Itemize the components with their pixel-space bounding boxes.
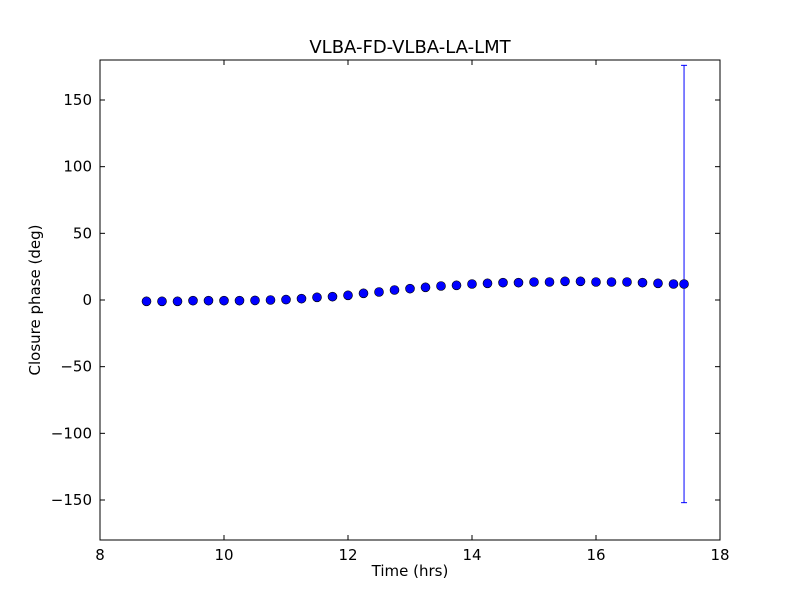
data-point — [374, 287, 384, 297]
data-point — [591, 277, 601, 287]
data-point — [389, 285, 400, 295]
y-tick-label: 50 — [73, 224, 92, 242]
data-point — [467, 279, 477, 289]
data-point — [343, 290, 353, 301]
data-point — [141, 296, 152, 307]
data-point — [219, 295, 229, 306]
data-point — [498, 277, 508, 288]
data-point — [172, 296, 183, 307]
y-tick-label: −100 — [51, 424, 92, 442]
x-axis-title: Time (hrs) — [371, 562, 449, 580]
data-point — [575, 276, 586, 287]
data-point — [513, 277, 524, 288]
data-point — [358, 288, 369, 299]
data-point — [451, 280, 462, 291]
y-tick-label: 100 — [63, 158, 92, 176]
chart-title: VLBA-FD-VLBA-LA-LMT — [309, 37, 511, 58]
x-tick-label: 12 — [338, 546, 357, 564]
data-point — [296, 293, 307, 304]
data-point — [312, 292, 322, 303]
x-tick-label: 10 — [214, 546, 233, 564]
data-point — [653, 278, 663, 289]
data-point — [405, 283, 415, 294]
x-tick-label: 14 — [462, 546, 481, 564]
data-point — [157, 296, 167, 307]
x-tick-label: 18 — [710, 546, 729, 564]
y-axis: −150 −100 −50 0 50 100 150 — [51, 91, 720, 509]
data-point — [265, 295, 276, 305]
y-tick-label: −50 — [60, 358, 92, 376]
y-axis-title: Closure phase (deg) — [26, 225, 44, 376]
data-point — [560, 276, 570, 287]
y-tick-label: 150 — [63, 91, 92, 109]
y-tick-label: 0 — [82, 291, 92, 309]
data-point — [203, 295, 214, 306]
data-point — [482, 278, 493, 289]
x-tick-label: 16 — [586, 546, 605, 564]
x-axis: 8 10 12 14 16 18 — [95, 60, 730, 564]
data-point — [544, 277, 555, 287]
data-point — [436, 281, 446, 291]
x-tick-label: 8 — [95, 546, 105, 564]
data-point — [622, 277, 632, 287]
data-point — [250, 295, 260, 306]
data-point — [327, 291, 338, 302]
y-tick-label: −150 — [51, 491, 92, 509]
data-point — [606, 277, 617, 287]
point-layer — [141, 276, 689, 307]
data-point — [679, 279, 689, 289]
data-point — [234, 295, 245, 306]
data-point — [668, 279, 679, 289]
data-point — [637, 277, 648, 288]
data-point — [420, 282, 431, 293]
data-point — [188, 295, 198, 306]
data-point — [281, 294, 291, 305]
data-point — [529, 277, 539, 287]
